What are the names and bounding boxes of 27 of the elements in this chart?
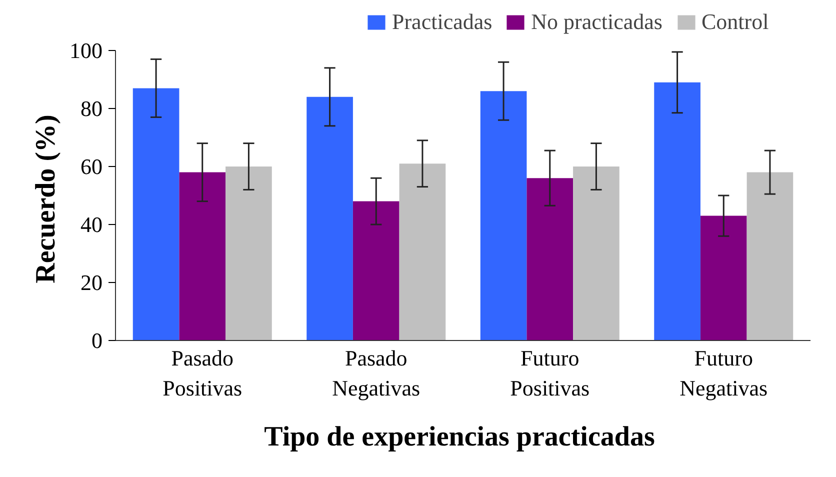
bar: [399, 164, 446, 340]
y-axis-title: Recuerdo (%): [30, 114, 62, 284]
x-axis-title: Tipo de experiencias practicadas: [264, 422, 655, 452]
y-tick-label: 80: [80, 96, 102, 121]
bar: [306, 96, 353, 340]
x-tick-label: Pasado Negativas: [332, 346, 420, 400]
bar: [179, 172, 226, 340]
bar: [226, 166, 272, 340]
bar: [132, 88, 180, 340]
x-tick-label: Futuro Negativas: [680, 346, 768, 400]
bar: [654, 82, 700, 340]
y-tick-label: 20: [80, 270, 102, 295]
bar: [746, 172, 794, 340]
bar: [573, 166, 620, 340]
x-tick-label: Futuro Positivas: [510, 346, 590, 400]
legend-label: No practicadas: [531, 9, 662, 35]
y-tick-label: 60: [80, 154, 102, 179]
bar: [352, 201, 400, 340]
bar: [700, 216, 747, 340]
bar: [526, 178, 574, 340]
legend-label: Practicadas: [392, 9, 492, 35]
x-tick-label: Pasado Positivas: [162, 346, 242, 400]
legend-label: Control: [702, 9, 769, 35]
y-tick-label: 0: [92, 328, 102, 353]
y-tick-label: 100: [70, 38, 102, 63]
y-tick-label: 40: [80, 212, 102, 237]
bar: [480, 91, 527, 340]
